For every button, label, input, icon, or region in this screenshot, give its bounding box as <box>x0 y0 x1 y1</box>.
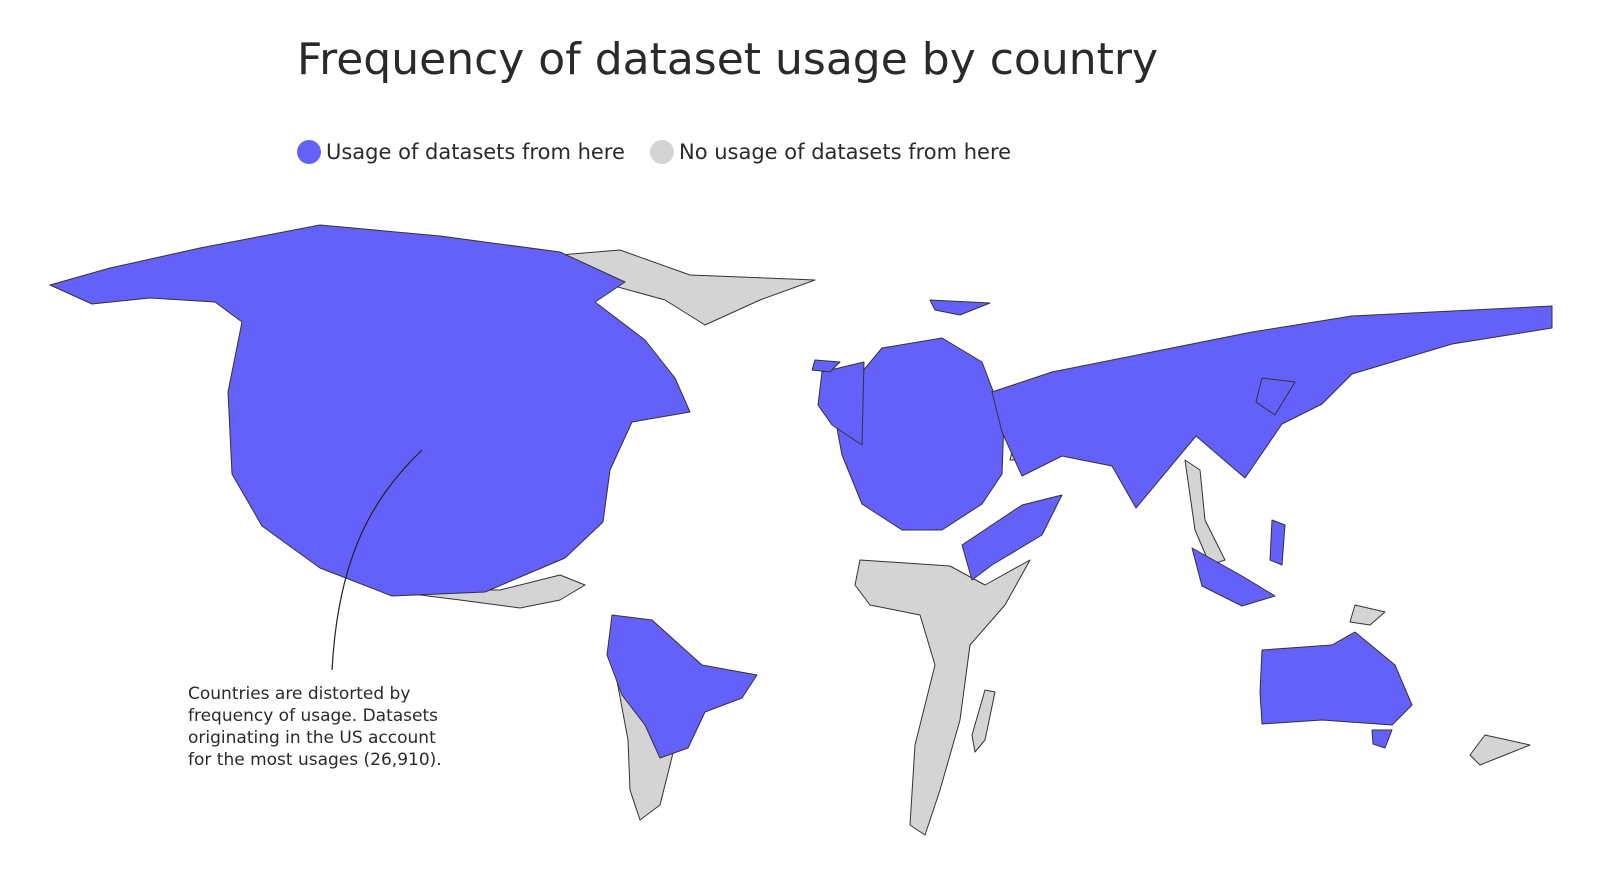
tasmania <box>1371 729 1393 749</box>
north-america <box>49 224 691 597</box>
arctic-islands <box>929 299 991 316</box>
png <box>1349 604 1386 626</box>
annotation: Countries are distorted by frequency of … <box>188 684 442 770</box>
countries <box>49 224 1553 836</box>
annotation-line: Countries are distorted by <box>188 684 410 704</box>
iceland <box>811 359 841 373</box>
legend-label: No usage of datasets from here <box>679 140 1011 164</box>
japan <box>1255 377 1296 416</box>
chart-title: Frequency of dataset usage by country <box>297 34 1158 85</box>
indonesia <box>1191 547 1276 607</box>
legend-label: Usage of datasets from here <box>326 140 625 164</box>
annotation-line: for the most usages (26,910). <box>188 750 442 770</box>
annotation-leader <box>331 449 423 671</box>
australia <box>1259 631 1413 726</box>
annotation-line: originating in the US account <box>188 728 436 748</box>
madagascar <box>971 689 996 753</box>
south-america <box>606 614 758 759</box>
scandinavia <box>817 361 865 446</box>
southeast-asia <box>1184 459 1226 566</box>
philippines <box>1269 519 1286 566</box>
annotation-line: frequency of usage. Datasets <box>188 706 438 726</box>
legend: Usage of datasets from here No usage of … <box>297 140 1011 164</box>
legend-swatch <box>297 140 321 164</box>
middle-east <box>961 494 1063 581</box>
legend-swatch <box>650 140 674 164</box>
new-zealand <box>1469 734 1531 766</box>
africa <box>854 559 1031 836</box>
greenland <box>559 249 816 326</box>
